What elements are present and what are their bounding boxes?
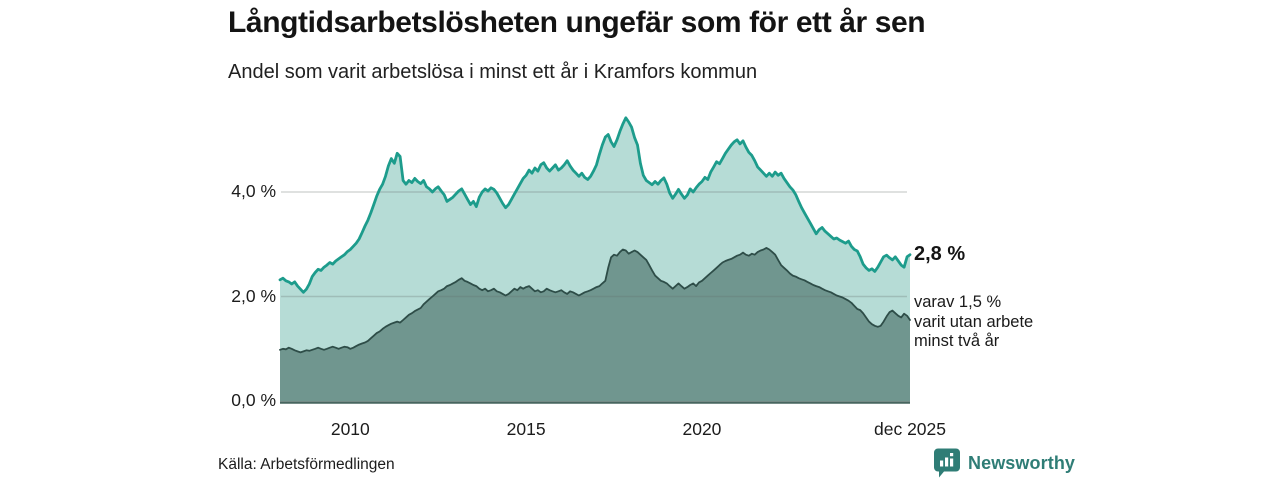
x-tick-label-2020: 2020 — [682, 419, 722, 439]
page-title: Långtidsarbetslösheten ungefär som för e… — [228, 6, 926, 39]
end-detail-line-2: varit utan arbete — [914, 312, 1034, 331]
y-tick-label-4: 4,0 % — [231, 181, 276, 201]
y-tick-label-0: 0,0 % — [231, 390, 276, 410]
newsworthy-logo[interactable]: Newsworthy — [934, 448, 1075, 479]
chart-subtitle: Andel som varit arbetslösa i minst ett å… — [228, 61, 758, 83]
source-caption: Källa: Arbetsförmedlingen — [218, 456, 395, 473]
total-series-line — [278, 116, 912, 294]
y-tick-label-2: 2,0 % — [231, 285, 276, 306]
dark-area-fill — [280, 247, 910, 401]
newsworthy-wordmark: Newsworthy — [968, 453, 1076, 473]
x-tick-label-2015: 2015 — [506, 419, 546, 439]
x-tick-label-dec-2025: dec 2025 — [873, 419, 947, 439]
x-tick-label-2010: 2010 — [330, 419, 370, 439]
gridlines — [281, 191, 907, 298]
end-detail-line-1: varav 1,5 % — [914, 293, 1002, 311]
end-value-total: 2,8 % — [914, 242, 966, 265]
newsworthy-icon — [934, 448, 960, 478]
end-value-detail: varav 1,5 % varit utan arbete minst två … — [914, 293, 1033, 352]
dark-series-line — [279, 247, 911, 354]
end-detail-line-3: minst två år — [914, 332, 1000, 350]
